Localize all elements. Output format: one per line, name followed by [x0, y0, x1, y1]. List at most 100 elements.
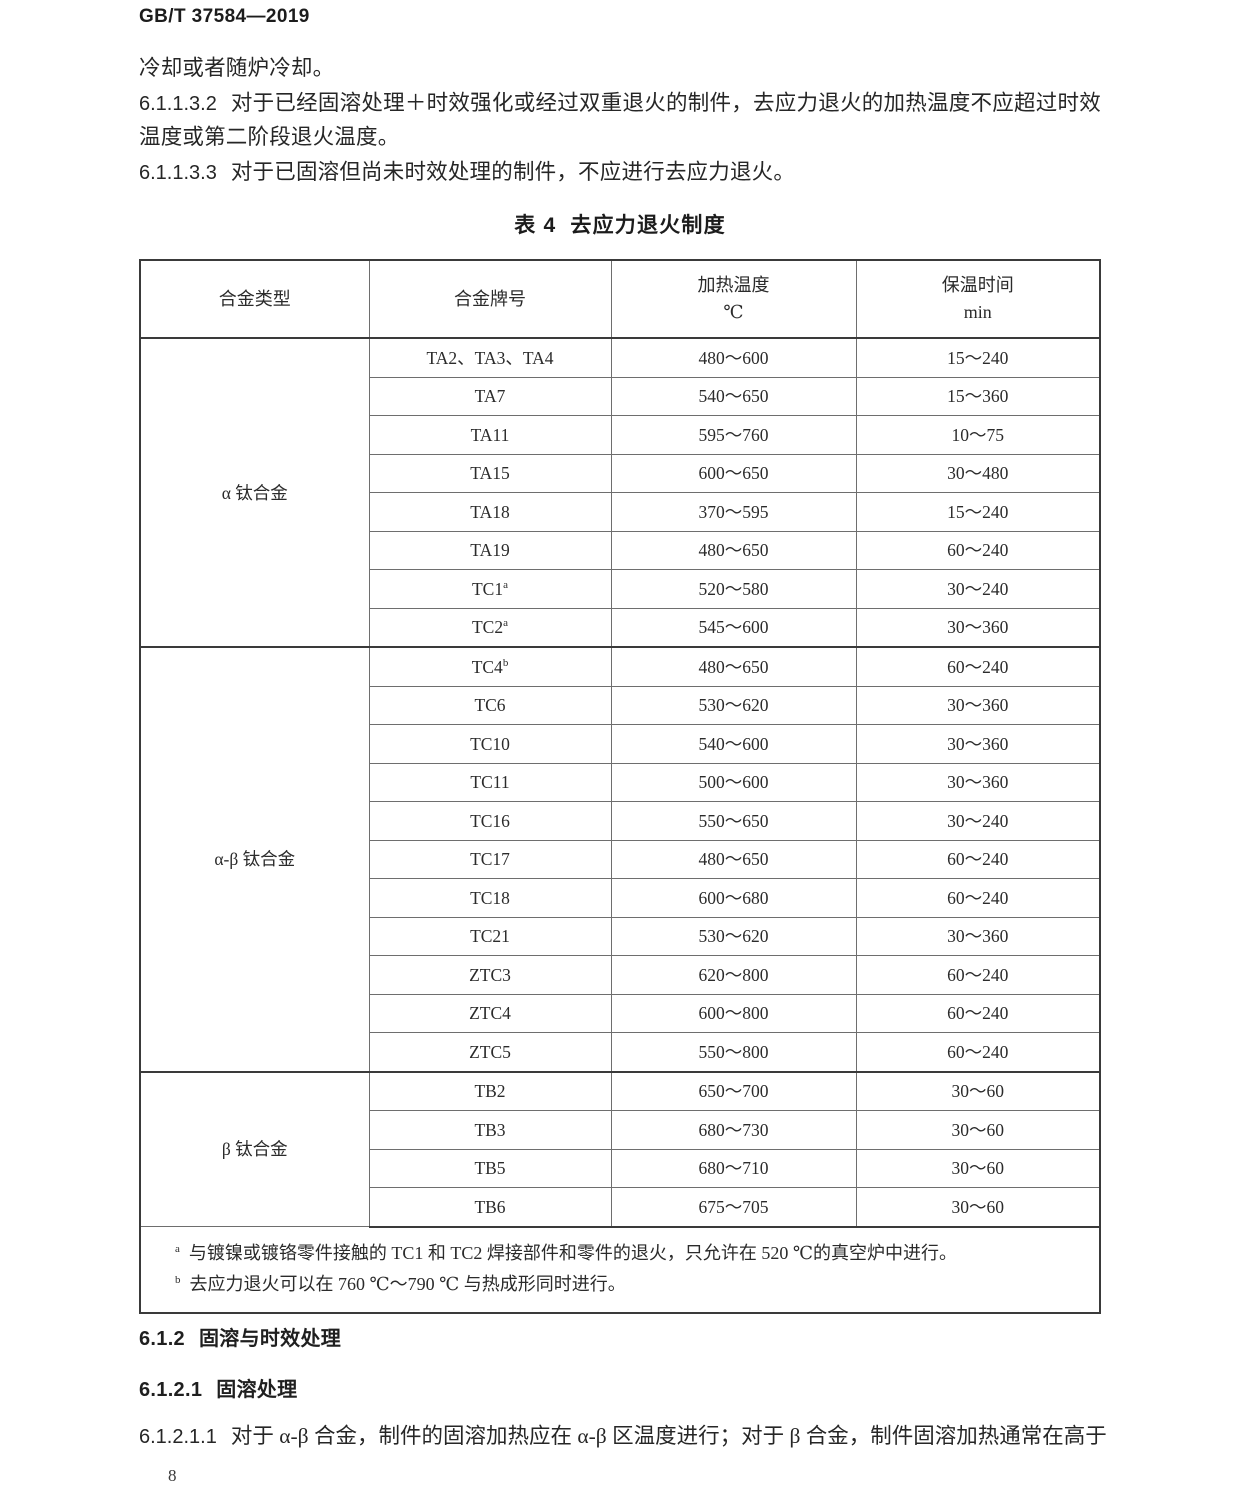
table-body: α 钛合金 TA2、TA3、TA4 480～600 15～240 TA7 540…: [139, 337, 1101, 1313]
section-number: 6.1.2: [139, 1328, 185, 1350]
holding-time-cell: 30～360: [855, 916, 1101, 956]
header-line-1: 合金类型: [218, 289, 291, 309]
heating-temperature-cell: 595～760: [610, 415, 857, 455]
table-row: α-β 钛合金 TC4b 480～650 60～240: [139, 646, 1101, 1072]
holding-time-cell: 30～60: [855, 1187, 1101, 1228]
alloy-grade-cell: TA19: [368, 530, 612, 570]
footnote-marker: a: [503, 617, 508, 630]
header-line-1: 保温时间: [941, 275, 1014, 295]
alloy-grade-cell: TC11: [368, 762, 612, 802]
column-header-holding-time: 保温时间 min: [855, 259, 1101, 339]
table-header-row: 合金类型 合金牌号 加热温度 ℃ 保温时间 min: [139, 259, 1101, 339]
alloy-grade-cell: TB5: [368, 1148, 612, 1188]
clause-number: 6.1.1.3.2: [139, 93, 217, 115]
holding-time-cell: 30～360: [855, 685, 1101, 725]
holding-time-cell: 60～240: [855, 839, 1101, 879]
alloy-type-cell-beta: β 钛合金: [139, 1070, 370, 1227]
paragraph-text: 对于已固溶但尚未时效处理的制件，不应进行去应力退火。: [230, 160, 796, 184]
table-row: TC2a 545～600 30～360: [140, 607, 1101, 648]
holding-time-cell: 60～240: [855, 955, 1101, 995]
table-row: TA7 540～650 15～360: [140, 376, 1101, 416]
heating-temperature-cell: 550～800: [610, 1032, 857, 1073]
table-row: TC10 540～600 30～360: [140, 724, 1101, 764]
page-number: 8: [168, 1466, 177, 1485]
heating-temperature-cell: 540～650: [610, 376, 857, 416]
heating-temperature-cell: 500～600: [610, 762, 857, 802]
holding-time-cell: 30～240: [855, 801, 1101, 841]
holding-time-cell: 60～240: [855, 646, 1101, 687]
footnote-marker-b: b: [175, 1273, 181, 1286]
alloy-grade-cell: TC17: [368, 839, 612, 879]
heating-temperature-cell: 545～600: [610, 607, 857, 648]
footnote-marker: a: [503, 578, 508, 591]
footnote-text: 与镀镍或镀铬零件接触的 TC1 和 TC2 焊接部件和零件的退火，只允许在 52…: [188, 1242, 958, 1263]
alloy-grade-cell: TA11: [368, 415, 612, 455]
alloy-grade-cell: TC4b: [368, 646, 612, 687]
heating-temperature-cell: 480～650: [610, 530, 857, 570]
table-row: TB6 675～705 30～60: [140, 1187, 1101, 1228]
footnote-a: a 与镀镍或镀铬零件接触的 TC1 和 TC2 焊接部件和零件的退火，只允许在 5…: [175, 1238, 1099, 1269]
table-row: ZTC3 620～800 60～240: [140, 955, 1101, 995]
table-row: TA11 595～760 10～75: [140, 415, 1101, 455]
heating-temperature-cell: 480～650: [610, 646, 857, 687]
alloy-grade-cell: TC1a: [368, 569, 612, 609]
grade-text: TC4: [471, 656, 503, 677]
heating-temperature-cell: 520～580: [610, 569, 857, 609]
alloy-grade-cell: TA7: [368, 376, 612, 416]
table-row: ZTC5 550～800 60～240: [140, 1032, 1101, 1073]
paragraph-6-1-1-3-3: 6.1.1.3.3 对于已固溶但尚未时效处理的制件，不应进行去应力退火。: [139, 156, 1101, 190]
table-row: TC6 530～620 30～360: [140, 685, 1101, 725]
holding-time-cell: 30～60: [855, 1110, 1101, 1150]
alloy-grade-cell: ZTC5: [368, 1032, 612, 1073]
grade-text: TC1: [471, 578, 504, 599]
heating-temperature-cell: 370～595: [610, 492, 857, 532]
alloy-grade-cell: TB2: [368, 1070, 612, 1111]
alloy-grade-cell: TA18: [368, 492, 612, 532]
column-header-alloy-grade: 合金牌号: [368, 259, 612, 339]
section-number: 6.1.2.1: [139, 1379, 203, 1401]
table-row: TC17 480～650 60～240: [140, 839, 1101, 879]
table-row: TA18 370～595 15～240: [140, 492, 1101, 532]
heating-temperature-cell: 680～730: [610, 1110, 857, 1150]
table-row: TC18 600～680 60～240: [140, 878, 1101, 918]
heating-temperature-cell: 530～620: [610, 685, 857, 725]
paragraph-6-1-1-3-2: 6.1.1.3.2 对于已经固溶处理＋时效强化或经过双重退火的制件，去应力退火的加…: [139, 87, 1101, 154]
table-row: TB3 680～730 30～60: [140, 1110, 1101, 1150]
stress-relief-annealing-table: 合金类型 合金牌号 加热温度 ℃ 保温时间 min: [139, 259, 1101, 1314]
heating-temperature-cell: 540～600: [610, 724, 857, 764]
heating-temperature-cell: 680～710: [610, 1148, 857, 1188]
table-header: 合金类型 合金牌号 加热温度 ℃ 保温时间 min: [139, 259, 1101, 339]
holding-time-cell: 30～480: [855, 453, 1101, 493]
holding-time-cell: 30～60: [855, 1148, 1101, 1188]
clause-number: 6.1.1.3.3: [139, 162, 217, 184]
alloy-grade-cell: ZTC4: [368, 993, 612, 1033]
holding-time-cell: 10～75: [855, 415, 1101, 455]
holding-time-cell: 30～240: [855, 569, 1101, 609]
standard-number-header: GB/T 37584—2019: [139, 6, 310, 27]
table-row: β 钛合金 TB2 650～700 30～60: [139, 1070, 1101, 1227]
alloy-grade-cell: TC21: [368, 916, 612, 956]
table-4-container: 合金类型 合金牌号 加热温度 ℃ 保温时间 min: [139, 259, 1101, 1314]
section-heading-6-1-2: 6.1.2 固溶与时效处理: [139, 1322, 341, 1351]
table-caption: 表 4 去应力退火制度: [514, 214, 726, 237]
heating-temperature-cell: 480～650: [610, 839, 857, 879]
footnote-b: b 去应力退火可以在 760 ℃～790 ℃ 与热成形同时进行。: [175, 1269, 1099, 1300]
heating-temperature-cell: 620～800: [610, 955, 857, 995]
footnote-marker-a: a: [175, 1242, 180, 1255]
holding-time-cell: 15～360: [855, 376, 1101, 416]
holding-time-cell: 60～240: [855, 878, 1101, 918]
alloy-grade-cell: TC6: [368, 685, 612, 725]
paragraph-text: 冷却或者随炉冷却。: [139, 56, 335, 80]
footnote-marker: b: [502, 656, 509, 669]
heating-temperature-cell: 600～800: [610, 993, 857, 1033]
heating-temperature-cell: 600～680: [610, 878, 857, 918]
alloy-type-cell-alpha: α 钛合金: [139, 337, 370, 648]
heating-temperature-cell: 600～650: [610, 453, 857, 493]
paragraph-text: 对于 α-β 合金，制件的固溶加热应在 α-β 区温度进行；对于 β 合金，制件…: [230, 1424, 1107, 1448]
heating-temperature-cell: 650～700: [610, 1070, 857, 1111]
table-row: α 钛合金 TA2、TA3、TA4 480～600 15～240: [139, 337, 1101, 648]
alloy-grade-cell: TC2a: [368, 607, 612, 648]
paragraph-text: 对于已经固溶处理＋时效强化或经过双重退火的制件，去应力退火的加热温度不应超过时效…: [139, 91, 1101, 149]
footnote-text: 去应力退火可以在 760 ℃～790 ℃ 与热成形同时进行。: [189, 1273, 626, 1294]
